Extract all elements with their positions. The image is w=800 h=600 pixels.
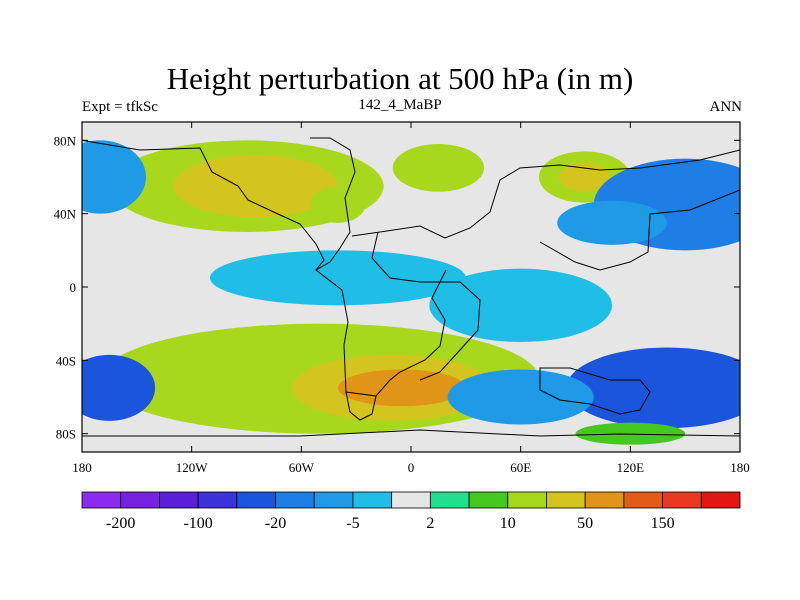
x-tick-label: 120W bbox=[176, 460, 209, 475]
x-axis: 180 120W 60W 0 60E 120E 180 bbox=[72, 122, 750, 475]
left-string: Expt = tfkSc bbox=[82, 99, 158, 115]
y-tick-label: 80S bbox=[56, 427, 76, 442]
colorbar-box bbox=[81, 491, 122, 509]
y-tick-label: 40S bbox=[56, 353, 76, 368]
colorbar: -200 -100 -20 -5 2 10 50 150 bbox=[81, 491, 741, 532]
coastline-south-america-tip bbox=[345, 391, 377, 421]
colorbar-box bbox=[352, 491, 393, 509]
colorbar-label: -200 bbox=[106, 515, 135, 532]
field-region-13 bbox=[337, 369, 466, 407]
center-string: 142_4_MaBP bbox=[358, 97, 442, 113]
colorbar-box bbox=[468, 491, 509, 509]
x-tick-label: 0 bbox=[408, 460, 415, 475]
coastline-antarctica bbox=[82, 429, 740, 437]
colorbar-box bbox=[546, 491, 586, 509]
field-region-1 bbox=[173, 155, 338, 218]
x-tick-label: 60W bbox=[289, 460, 315, 475]
x-tick-label: 180 bbox=[730, 460, 750, 475]
colorbar-box bbox=[662, 491, 702, 509]
chart-title: Height perturbation at 500 hPa (in m) bbox=[166, 61, 634, 96]
colorbar-label: 50 bbox=[577, 515, 593, 532]
y-axis: 80N 40N 0 40S 80S bbox=[54, 133, 740, 442]
colorbar-label: 10 bbox=[500, 515, 516, 532]
field-region-10 bbox=[429, 268, 613, 343]
colorbar-box bbox=[197, 491, 238, 509]
coastline-north-america bbox=[82, 139, 325, 271]
field-region-16 bbox=[447, 369, 594, 425]
colorbar-box bbox=[623, 491, 663, 509]
right-string: ANN bbox=[709, 99, 743, 115]
colorbar-box bbox=[313, 491, 354, 509]
colorbar-box bbox=[584, 491, 625, 509]
colorbar-box bbox=[700, 491, 741, 509]
field-region-14 bbox=[566, 347, 740, 429]
field-region-15 bbox=[82, 354, 156, 421]
colorbar-label: 2 bbox=[426, 515, 434, 532]
colorbar-box bbox=[159, 491, 199, 509]
field-region-17 bbox=[575, 422, 686, 445]
coastline-africa bbox=[371, 231, 481, 381]
field-region-7 bbox=[557, 200, 667, 245]
coastline-australia bbox=[539, 367, 651, 415]
colorbar-box bbox=[236, 491, 276, 509]
colorbar-box bbox=[391, 491, 431, 509]
y-tick-label: 40N bbox=[54, 207, 77, 222]
colorbar-label: -100 bbox=[183, 515, 212, 532]
colorbar-box bbox=[275, 491, 315, 509]
field-region-2 bbox=[310, 186, 366, 223]
x-tick-label: 120E bbox=[617, 460, 645, 475]
colorbar-label: -5 bbox=[346, 515, 359, 532]
x-tick-label: 60E bbox=[510, 460, 531, 475]
x-tick-label: 180 bbox=[72, 460, 92, 475]
field-region-9 bbox=[209, 250, 466, 306]
colorbar-label: -20 bbox=[265, 515, 286, 532]
coastline-americas bbox=[310, 137, 447, 397]
y-tick-label: 80N bbox=[54, 133, 77, 148]
colorbar-box bbox=[429, 491, 470, 509]
field-region-3 bbox=[392, 144, 485, 192]
coastline-eurasia bbox=[351, 149, 740, 239]
coastlines bbox=[82, 137, 740, 437]
contour-field bbox=[82, 122, 740, 452]
coastline-asia-east bbox=[539, 189, 740, 271]
colorbar-label: 150 bbox=[651, 515, 675, 532]
colorbar-box bbox=[507, 491, 547, 509]
y-tick-label: 0 bbox=[70, 280, 77, 295]
field-region-8 bbox=[82, 140, 146, 214]
colorbar-box bbox=[120, 491, 160, 509]
